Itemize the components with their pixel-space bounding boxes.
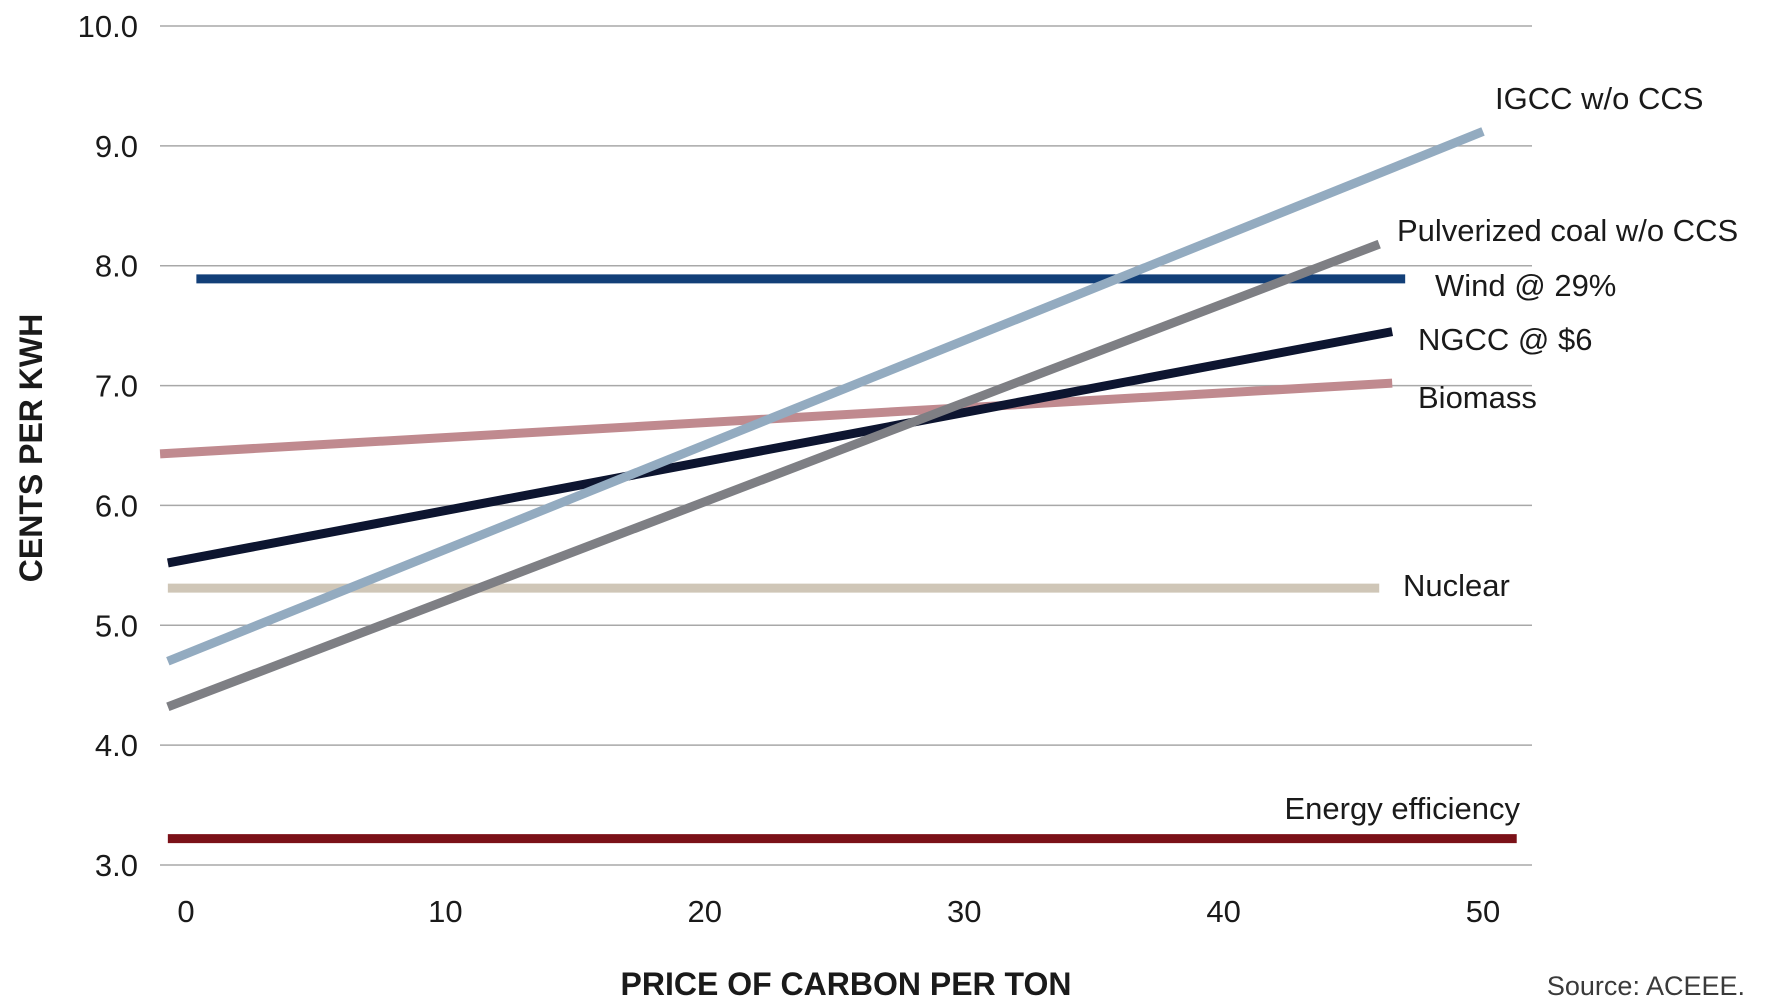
series-line-igcc-w-o-ccs	[166, 127, 1485, 666]
y-tick-label: 4.0	[95, 728, 138, 763]
x-tick-label: 0	[177, 894, 194, 929]
series-label-nuclear: Nuclear	[1403, 568, 1510, 603]
x-tick-label: 40	[1206, 894, 1240, 929]
x-tick-label: 10	[428, 894, 462, 929]
series-lines	[159, 127, 1517, 844]
x-tick-label: 50	[1466, 894, 1500, 929]
y-tick-label: 3.0	[95, 848, 138, 883]
series-label-biomass: Biomass	[1418, 380, 1537, 415]
y-tick-label: 5.0	[95, 608, 138, 643]
series-label-energy-efficiency: Energy efficiency	[1285, 791, 1521, 826]
y-tick-label: 9.0	[95, 129, 138, 164]
x-axis-title: PRICE OF CARBON PER TON	[621, 966, 1072, 998]
series-label-pulverized-coal-w-o-ccs: Pulverized coal w/o CCS	[1397, 213, 1738, 248]
x-tick-label: 30	[947, 894, 981, 929]
series-label-ngcc-6: NGCC @ $6	[1418, 322, 1592, 357]
y-axis-ticks: 3.0 4.0 5.0 6.0 7.0 8.0 9.0 10.0	[78, 9, 138, 883]
y-axis-title: CENTS PER KWH	[13, 314, 49, 582]
series-line-ngcc-6	[167, 327, 1394, 568]
y-tick-label: 6.0	[95, 488, 138, 523]
series-line-pulverized-coal-w-o-ccs	[166, 239, 1381, 711]
source-note: Source: ACEEE.	[1547, 971, 1745, 998]
x-axis-ticks: 0 10 20 30 40 50	[177, 894, 1500, 929]
series-label-igcc-w-o-ccs: IGCC w/o CCS	[1495, 81, 1703, 116]
x-tick-label: 20	[688, 894, 722, 929]
y-tick-label: 8.0	[95, 249, 138, 284]
series-label-wind-29-: Wind @ 29%	[1435, 268, 1616, 303]
y-tick-label: 10.0	[78, 9, 138, 44]
series-labels: IGCC w/o CCS Pulverized coal w/o CCS Wind …	[1285, 81, 1739, 826]
y-tick-label: 7.0	[95, 369, 138, 404]
